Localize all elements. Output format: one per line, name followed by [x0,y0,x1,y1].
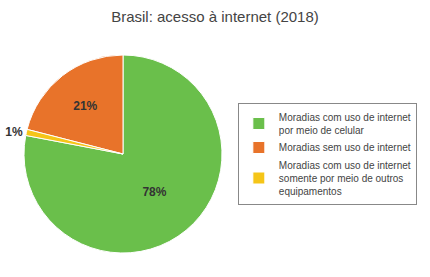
svg-text:Moradias com uso de internetpo: Moradias com uso de internetpor meio de … [279,112,411,136]
svg-text:Moradias sem uso de internet: Moradias sem uso de internet [279,142,411,153]
svg-text:21%: 21% [73,99,97,113]
svg-text:Brasil: acesso à internet (201: Brasil: acesso à internet (2018) [111,8,319,25]
svg-text:Moradias com uso de internetso: Moradias com uso de internetsomente por … [279,160,411,197]
svg-text:1%: 1% [5,125,23,139]
svg-text:78%: 78% [142,185,166,199]
